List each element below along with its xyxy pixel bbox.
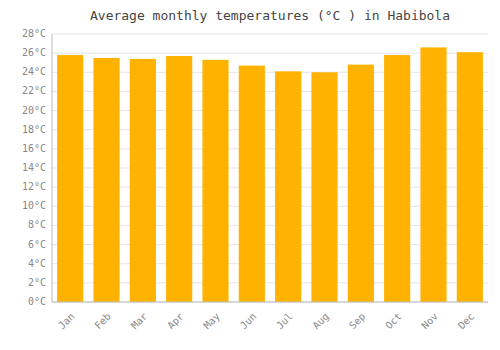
y-tick-label: 8°C [28, 219, 46, 230]
bar [275, 71, 301, 302]
x-tick-label: Oct [383, 311, 404, 332]
bar [239, 66, 265, 302]
x-tick-label: Jul [274, 311, 295, 332]
bar [93, 58, 119, 302]
bar [420, 47, 446, 302]
y-tick-label: 12°C [22, 181, 46, 192]
x-tick-label: Sep [347, 311, 368, 332]
bar [166, 56, 192, 302]
bar [130, 59, 156, 302]
bars [57, 47, 483, 302]
bar [311, 72, 337, 302]
y-axis: 0°C 2°C 4°C 6°C 8°C 10°C 12°C 14°C 16°C 18°C 20°C 2… [22, 28, 46, 307]
x-tick-label: Mar [129, 311, 150, 332]
y-tick-label: 14°C [22, 162, 46, 173]
bar [457, 52, 483, 302]
bar [348, 65, 374, 302]
y-tick-label: 26°C [22, 47, 46, 58]
x-tick-label: Jan [56, 311, 77, 332]
title: Average monthly temperatures (°C ) in Ha… [90, 8, 450, 23]
y-tick-label: 22°C [22, 85, 46, 96]
y-tick-label: 24°C [22, 66, 46, 77]
x-tick-label: Apr [165, 311, 186, 332]
x-tick-label: Feb [92, 311, 113, 332]
chart: Average monthly temperatures (°C ) in Ha… [0, 0, 500, 350]
bar [57, 55, 83, 302]
grid [52, 34, 488, 302]
x-axis: Jan Feb Mar Apr May Jun Jul Aug Sep Oct Nov Dec [56, 311, 476, 332]
grid-line [52, 34, 488, 35]
x-tick-label: Aug [310, 311, 331, 332]
y-tick-label: 10°C [22, 200, 46, 211]
y-tick-label: 2°C [28, 277, 46, 288]
bar [384, 55, 410, 302]
y-tick-label: 18°C [22, 124, 46, 135]
y-tick-label: 28°C [22, 28, 46, 39]
y-tick-label: 16°C [22, 143, 46, 154]
y-tick-label: 20°C [22, 105, 46, 116]
y-tick-label: 6°C [28, 239, 46, 250]
y-tick-label: 4°C [28, 258, 46, 269]
y-tick-label: 0°C [28, 296, 46, 307]
y-axis-line [52, 34, 53, 302]
x-tick-label: Nov [419, 311, 440, 332]
x-axis-line [52, 302, 488, 303]
grid-line [52, 302, 488, 303]
x-tick-label: Dec [456, 311, 477, 332]
bar [202, 60, 228, 302]
x-tick-label: Jun [238, 311, 259, 332]
x-tick-label: May [201, 311, 222, 332]
